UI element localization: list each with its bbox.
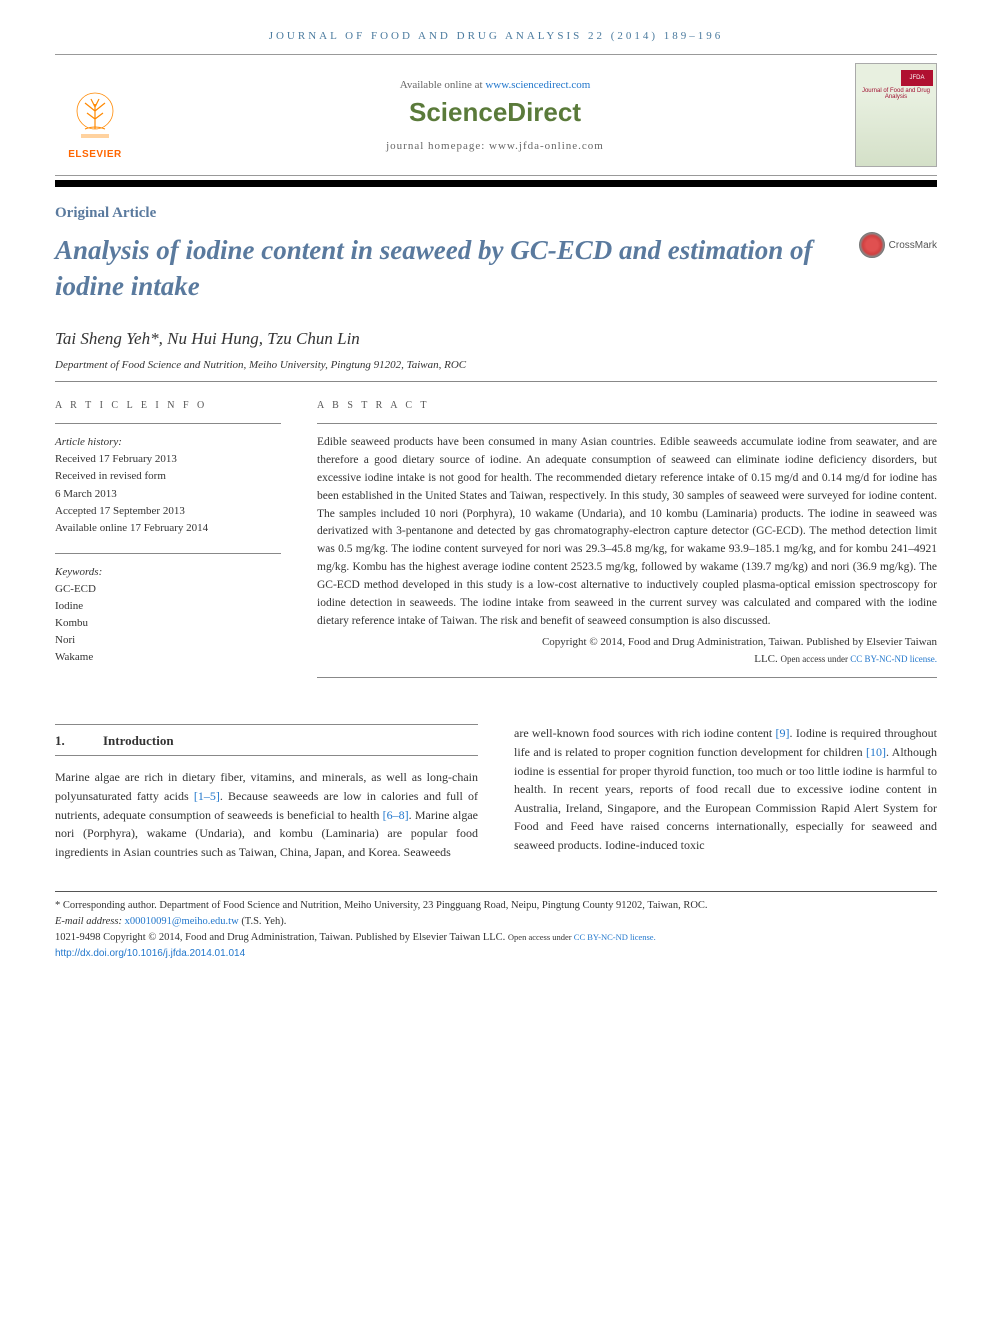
keyword: Iodine [55,598,281,615]
sciencedirect-logo[interactable]: ScienceDirect [135,97,855,128]
journal-cover-thumbnail[interactable]: JFDA Journal of Food and Drug Analysis [855,63,937,167]
citation-link[interactable]: [10] [866,745,886,759]
doi-link[interactable]: http://dx.doi.org/10.1016/j.jfda.2014.01… [55,946,937,961]
publisher-bar: ELSEVIER Available online at www.science… [55,54,937,176]
article-title: Analysis of iodine content in seaweed by… [55,232,843,305]
keyword: GC-ECD [55,581,281,598]
keywords-label: Keywords: [55,564,281,581]
divider [317,677,937,678]
issn-text: 1021-9498 Copyright © 2014, Food and Dru… [55,932,508,943]
article-history-block: Article history: Received 17 February 20… [55,434,281,536]
keyword: Nori [55,632,281,649]
open-access-label: Open access under [781,654,851,664]
section-title: Introduction [103,733,174,748]
online-date: Available online 17 February 2014 [55,520,281,537]
section-heading-intro: 1.Introduction [55,724,478,756]
license-link[interactable]: CC BY-NC-ND license. [574,932,656,942]
footnotes-block: * Corresponding author. Department of Fo… [55,891,937,960]
citation-link[interactable]: [9] [776,726,790,740]
body-column-left: 1.Introduction Marine algae are rich in … [55,724,478,861]
sciencedirect-block: Available online at www.sciencedirect.co… [135,79,855,152]
divider [55,423,281,424]
article-info-column: A R T I C L E I N F O Article history: R… [55,398,281,688]
abstract-heading: A B S T R A C T [317,398,937,414]
available-online-line: Available online at www.sciencedirect.co… [135,79,855,91]
cover-badge: JFDA [901,70,933,86]
black-divider-bar [55,180,937,187]
body-column-right: are well-known food sources with rich io… [514,724,937,861]
keyword: Wakame [55,649,281,666]
body-paragraph: are well-known food sources with rich io… [514,724,937,854]
email-suffix: (T.S. Yeh). [239,916,287,927]
email-link[interactable]: x00010091@meiho.edu.tw [125,916,239,927]
keywords-block: Keywords: GC-ECD Iodine Kombu Nori Wakam… [55,564,281,666]
keyword: Kombu [55,615,281,632]
license-link[interactable]: CC BY-NC-ND license. [850,654,937,664]
sciencedirect-url-link[interactable]: www.sciencedirect.com [485,79,590,91]
divider [55,381,937,382]
copyright-block: Copyright © 2014, Food and Drug Administ… [317,634,937,667]
authors-line: Tai Sheng Yeh*, Nu Hui Hung, Tzu Chun Li… [55,329,937,349]
elsevier-tree-icon [67,89,123,149]
section-number: 1. [55,731,103,751]
crossmark-badge[interactable]: CrossMark [859,232,937,258]
journal-header: JOURNAL OF FOOD AND DRUG ANALYSIS 22 (20… [55,30,937,42]
copyright-llc: LLC. [754,653,780,665]
history-label: Article history: [55,434,281,451]
issn-copyright-line: 1021-9498 Copyright © 2014, Food and Dru… [55,930,937,946]
corresponding-author-note: * Corresponding author. Department of Fo… [55,898,937,914]
received-date: Received 17 February 2013 [55,451,281,468]
elsevier-label: ELSEVIER [68,149,121,160]
email-line: E-mail address: x00010091@meiho.edu.tw (… [55,914,937,930]
abstract-text: Edible seaweed products have been consum… [317,434,937,630]
revised-label: Received in revised form [55,468,281,485]
copyright-line2: LLC. Open access under CC BY-NC-ND licen… [317,651,937,668]
journal-homepage-line: journal homepage: www.jfda-online.com [135,140,855,152]
email-label: E-mail address: [55,916,125,927]
copyright-line1: Copyright © 2014, Food and Drug Administ… [317,634,937,651]
available-prefix: Available online at [400,79,486,91]
accepted-date: Accepted 17 September 2013 [55,503,281,520]
crossmark-label: CrossMark [889,240,937,251]
affiliation-line: Department of Food Science and Nutrition… [55,359,937,371]
citation-link[interactable]: [6–8] [383,808,409,822]
citation-link[interactable]: [1–5] [194,789,220,803]
cover-title: Journal of Food and Drug Analysis [856,88,936,100]
body-columns: 1.Introduction Marine algae are rich in … [55,724,937,861]
open-access-label: Open access under [508,932,574,942]
abstract-column: A B S T R A C T Edible seaweed products … [317,398,937,688]
body-text: . Although iodine is essential for prope… [514,745,937,852]
body-paragraph: Marine algae are rich in dietary fiber, … [55,768,478,861]
article-info-heading: A R T I C L E I N F O [55,398,281,414]
body-text: are well-known food sources with rich io… [514,726,776,740]
title-row: Analysis of iodine content in seaweed by… [55,232,937,305]
info-abstract-row: A R T I C L E I N F O Article history: R… [55,398,937,688]
divider [55,553,281,554]
article-type-label: Original Article [55,205,937,222]
elsevier-logo[interactable]: ELSEVIER [55,70,135,160]
revised-date: 6 March 2013 [55,486,281,503]
crossmark-icon [859,232,885,258]
divider [317,423,937,424]
doi-url[interactable]: http://dx.doi.org/10.1016/j.jfda.2014.01… [55,948,245,959]
